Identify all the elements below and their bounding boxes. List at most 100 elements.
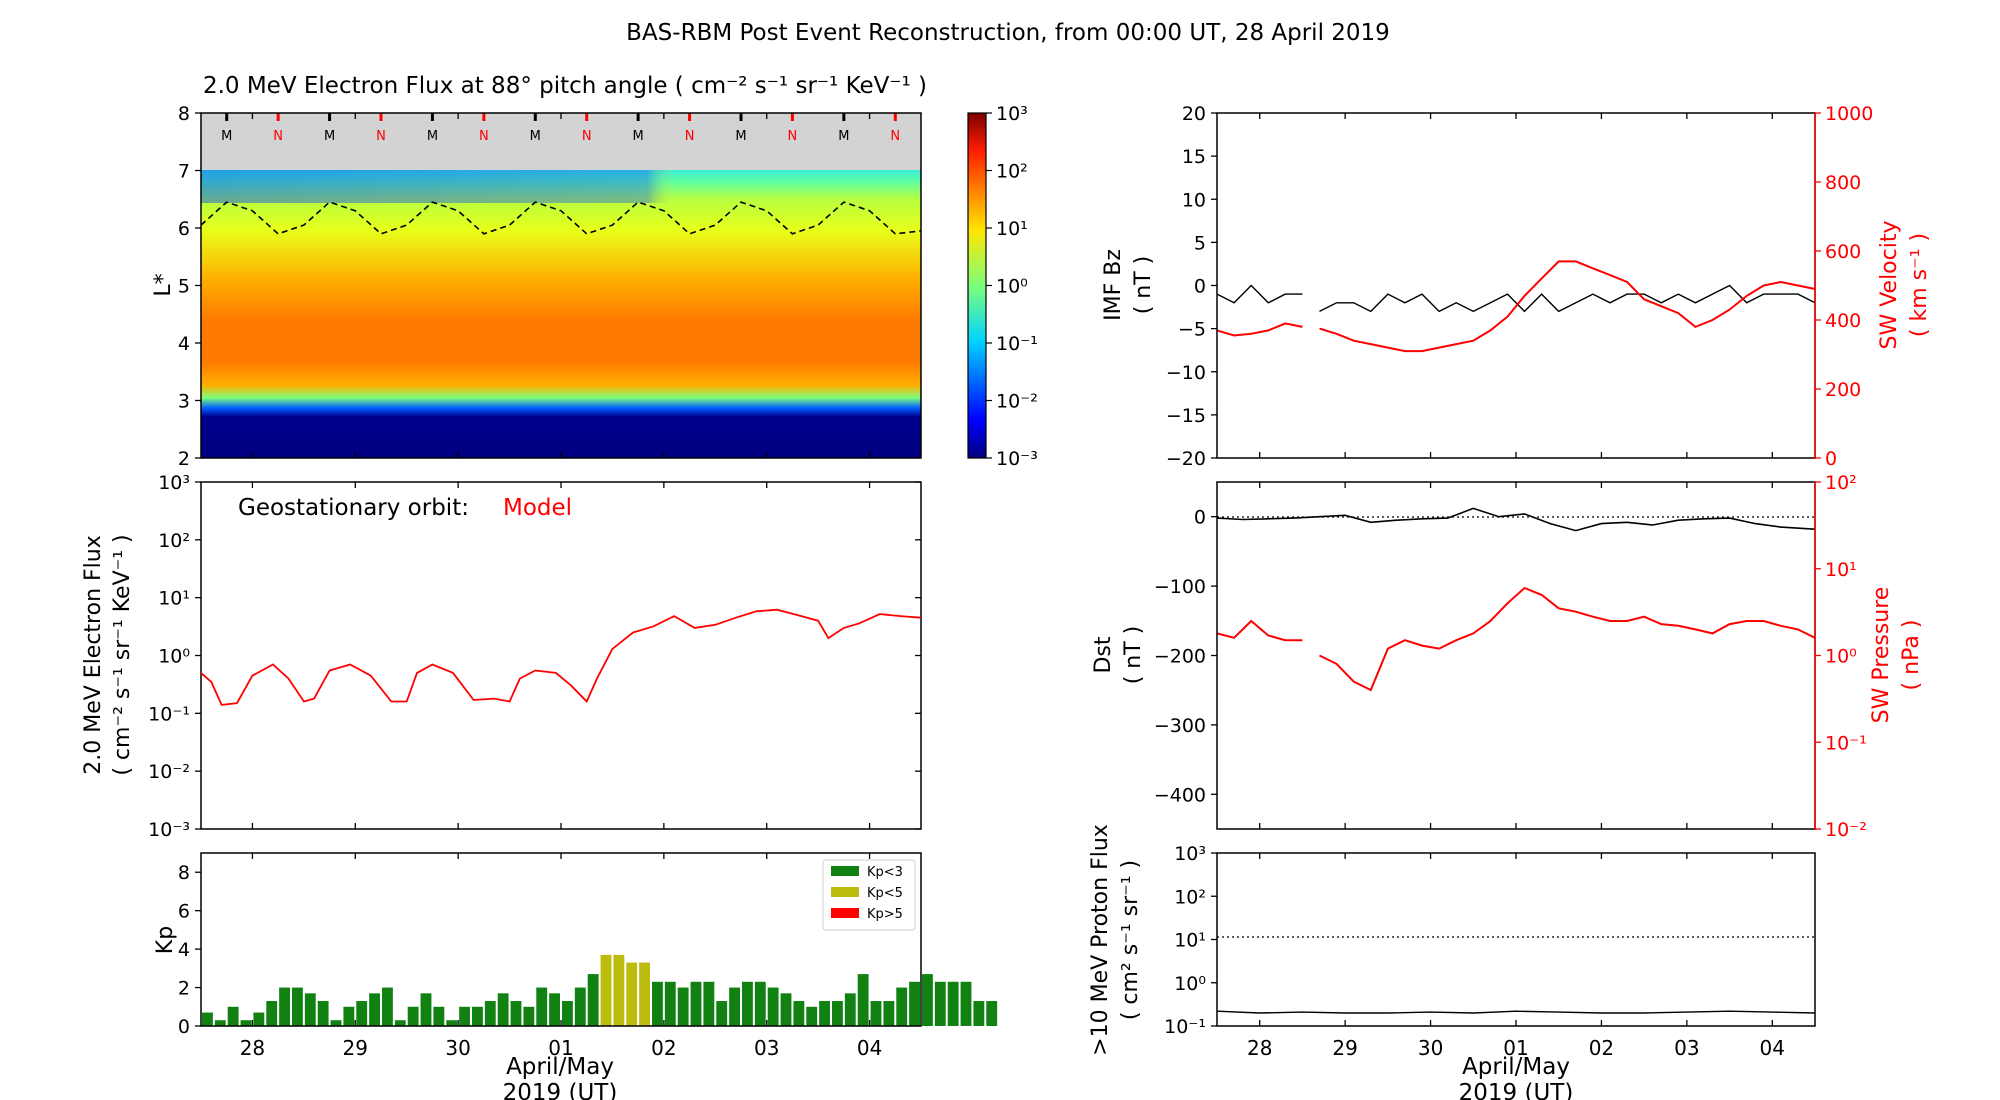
pres-ylabel-2: ( nPa ) xyxy=(1899,620,1924,691)
imf-ylabel-2: ( nT ) xyxy=(1131,256,1156,315)
kp-bar xyxy=(587,974,599,1026)
kp-bar xyxy=(742,981,753,1026)
y-tick-label-right: 0 xyxy=(1825,448,1837,470)
kp-bar xyxy=(716,1001,728,1026)
sw-velocity-line xyxy=(1319,260,1816,353)
kp-y-axis: 0 2 4 6 8 xyxy=(178,862,201,1038)
mlt-label: N xyxy=(376,129,386,144)
mlt-label: M xyxy=(324,129,335,144)
y-tick-label: −300 xyxy=(1154,715,1206,737)
y-tick-label: −200 xyxy=(1154,646,1206,668)
kp-bar xyxy=(536,987,548,1026)
geo-flux-ylabel-1: 2.0 MeV Electron Flux xyxy=(81,535,106,775)
imf-bz-line xyxy=(1319,284,1816,313)
kp-bar xyxy=(754,981,766,1026)
mlt-label: M xyxy=(633,129,644,144)
kp-bar xyxy=(793,1001,805,1026)
kp-bar xyxy=(446,1020,458,1026)
kp-bar xyxy=(922,974,933,1026)
mlt-label: M xyxy=(530,129,541,144)
figure-title: BAS-RBM Post Event Reconstruction, from … xyxy=(626,20,1390,46)
colorbar-tick-label: 10⁻¹ xyxy=(996,333,1038,355)
left-xlabel-1: April/May xyxy=(506,1054,614,1080)
kp-bar xyxy=(960,981,972,1026)
kp-bar xyxy=(857,974,869,1026)
y-tick-label: 10² xyxy=(158,530,190,552)
y-tick-label-right: 200 xyxy=(1825,379,1861,401)
pres-ylabel-1: SW Pressure xyxy=(1869,587,1894,724)
kp-bar xyxy=(317,1001,329,1026)
sw-pressure-line xyxy=(1216,619,1303,642)
y-tick-label: 3 xyxy=(178,391,190,413)
y-tick-label: 5 xyxy=(1194,232,1206,254)
y-tick-label: −20 xyxy=(1166,448,1206,470)
proton-y-axis: 10⁻¹ 10⁰ 10¹ 10² 10³ xyxy=(1164,843,1217,1038)
mlt-label: N xyxy=(788,129,798,144)
y-tick-label: 10⁻³ xyxy=(148,819,190,841)
kp-bar xyxy=(844,993,856,1026)
kp-bar xyxy=(562,1001,573,1026)
x-tick-label: 02 xyxy=(1589,1036,1614,1060)
x-tick-label: 04 xyxy=(1760,1036,1785,1060)
proton-x-axis: 28 29 30 01 02 03 04 xyxy=(1247,853,1785,1060)
mlt-label: N xyxy=(479,129,489,144)
kp-bar xyxy=(407,1006,419,1026)
y-tick-label: 10³ xyxy=(1174,843,1206,865)
y-tick-label: −10 xyxy=(1166,362,1206,384)
y-tick-label-right: 10⁻¹ xyxy=(1825,732,1867,754)
heatmap-panel: 2.0 MeV Electron Flux at 88° pitch angle… xyxy=(151,73,927,470)
kp-legend-label-high: Kp>5 xyxy=(867,907,903,922)
kp-bar xyxy=(819,1001,830,1026)
kp-bar xyxy=(382,987,393,1026)
colorbar-fill xyxy=(967,112,987,459)
y-tick-label-right: 10⁻² xyxy=(1825,819,1867,841)
geostationary-L-line xyxy=(200,201,922,235)
kp-bar xyxy=(472,1006,483,1026)
colorbar-tick-label: 10³ xyxy=(996,103,1028,125)
sw-pressure-y-axis: 10⁻² 10⁻¹ 10⁰ 10¹ 10² xyxy=(1815,472,1867,841)
y-tick-label: 10⁰ xyxy=(158,646,190,668)
mlt-label: N xyxy=(273,129,283,144)
kp-bar xyxy=(510,1001,522,1026)
x-tick-label: 30 xyxy=(1418,1036,1443,1060)
kp-bar xyxy=(986,1001,998,1026)
x-tick-label: 03 xyxy=(1674,1036,1699,1060)
y-tick-label: −400 xyxy=(1154,784,1206,806)
kp-bar xyxy=(343,1006,355,1026)
colorbar-tick-label: 10¹ xyxy=(996,218,1028,240)
y-tick-label: 10¹ xyxy=(1174,930,1206,952)
colorbar: 10⁻³ 10⁻² 10⁻¹ 10⁰ 10¹ 10² 10³ xyxy=(967,103,1038,470)
colorbar-ticks: 10⁻³ 10⁻² 10⁻¹ 10⁰ 10¹ 10² 10³ xyxy=(986,103,1038,470)
kp-bar xyxy=(947,981,959,1026)
kp-x-axis: 28 29 30 01 02 03 04 xyxy=(240,853,882,1060)
kp-bar xyxy=(613,954,625,1026)
dst-ylabel-2: ( nT ) xyxy=(1121,626,1146,685)
heatmap-title: 2.0 MeV Electron Flux at 88° pitch angle… xyxy=(203,73,927,99)
kp-bar xyxy=(600,954,612,1026)
kp-bar xyxy=(780,993,792,1026)
left-xlabel-2: 2019 (UT) xyxy=(503,1080,618,1100)
kp-bar xyxy=(703,981,715,1026)
kp-bar xyxy=(909,981,920,1026)
heatmap-y-axis: 2 3 4 5 6 7 8 xyxy=(178,103,201,470)
kp-bar xyxy=(240,1020,252,1026)
kp-bar xyxy=(459,1006,470,1026)
y-tick-label: 10³ xyxy=(158,472,190,494)
kp-bar xyxy=(832,1001,843,1026)
kp-bar xyxy=(433,1006,445,1026)
swv-ylabel-1: SW Velocity xyxy=(1877,220,1902,349)
x-tick-label: 01 xyxy=(548,1036,573,1060)
kp-bar xyxy=(266,1001,278,1026)
dst-frame xyxy=(1216,481,1816,830)
colorbar-tick-label: 10⁻² xyxy=(996,391,1038,413)
kp-bar xyxy=(279,987,290,1026)
y-tick-label-right: 1000 xyxy=(1825,103,1873,125)
kp-bar xyxy=(227,1006,239,1026)
kp-legend-label-low: Kp<3 xyxy=(867,865,903,880)
dst-ylabel-1: Dst xyxy=(1091,636,1116,673)
dst-x-ticks xyxy=(1259,482,1773,829)
unsampled-region xyxy=(201,113,921,170)
